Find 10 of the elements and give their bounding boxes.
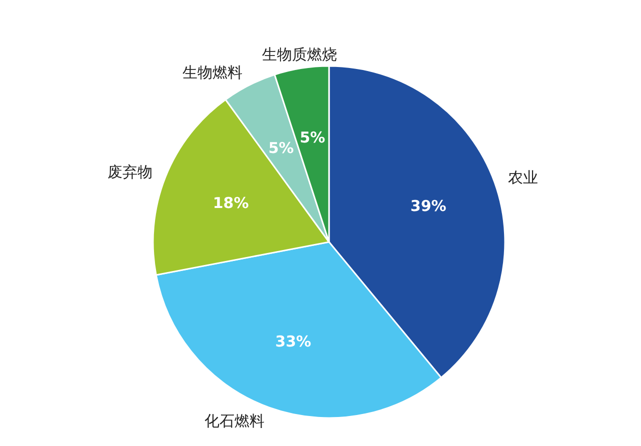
data-label: 39%: [410, 197, 446, 216]
data-label: 5%: [300, 128, 326, 147]
slice-label: 废弃物: [107, 163, 152, 182]
slice-label: 农业: [508, 168, 538, 187]
slice-label: 化石燃料: [204, 412, 265, 430]
data-label: 5%: [268, 138, 294, 157]
slice-label: 生物燃料: [182, 64, 243, 82]
data-label: 33%: [275, 332, 312, 350]
data-label: 18%: [212, 194, 249, 212]
slice-label: 生物质燃烧: [262, 45, 337, 64]
